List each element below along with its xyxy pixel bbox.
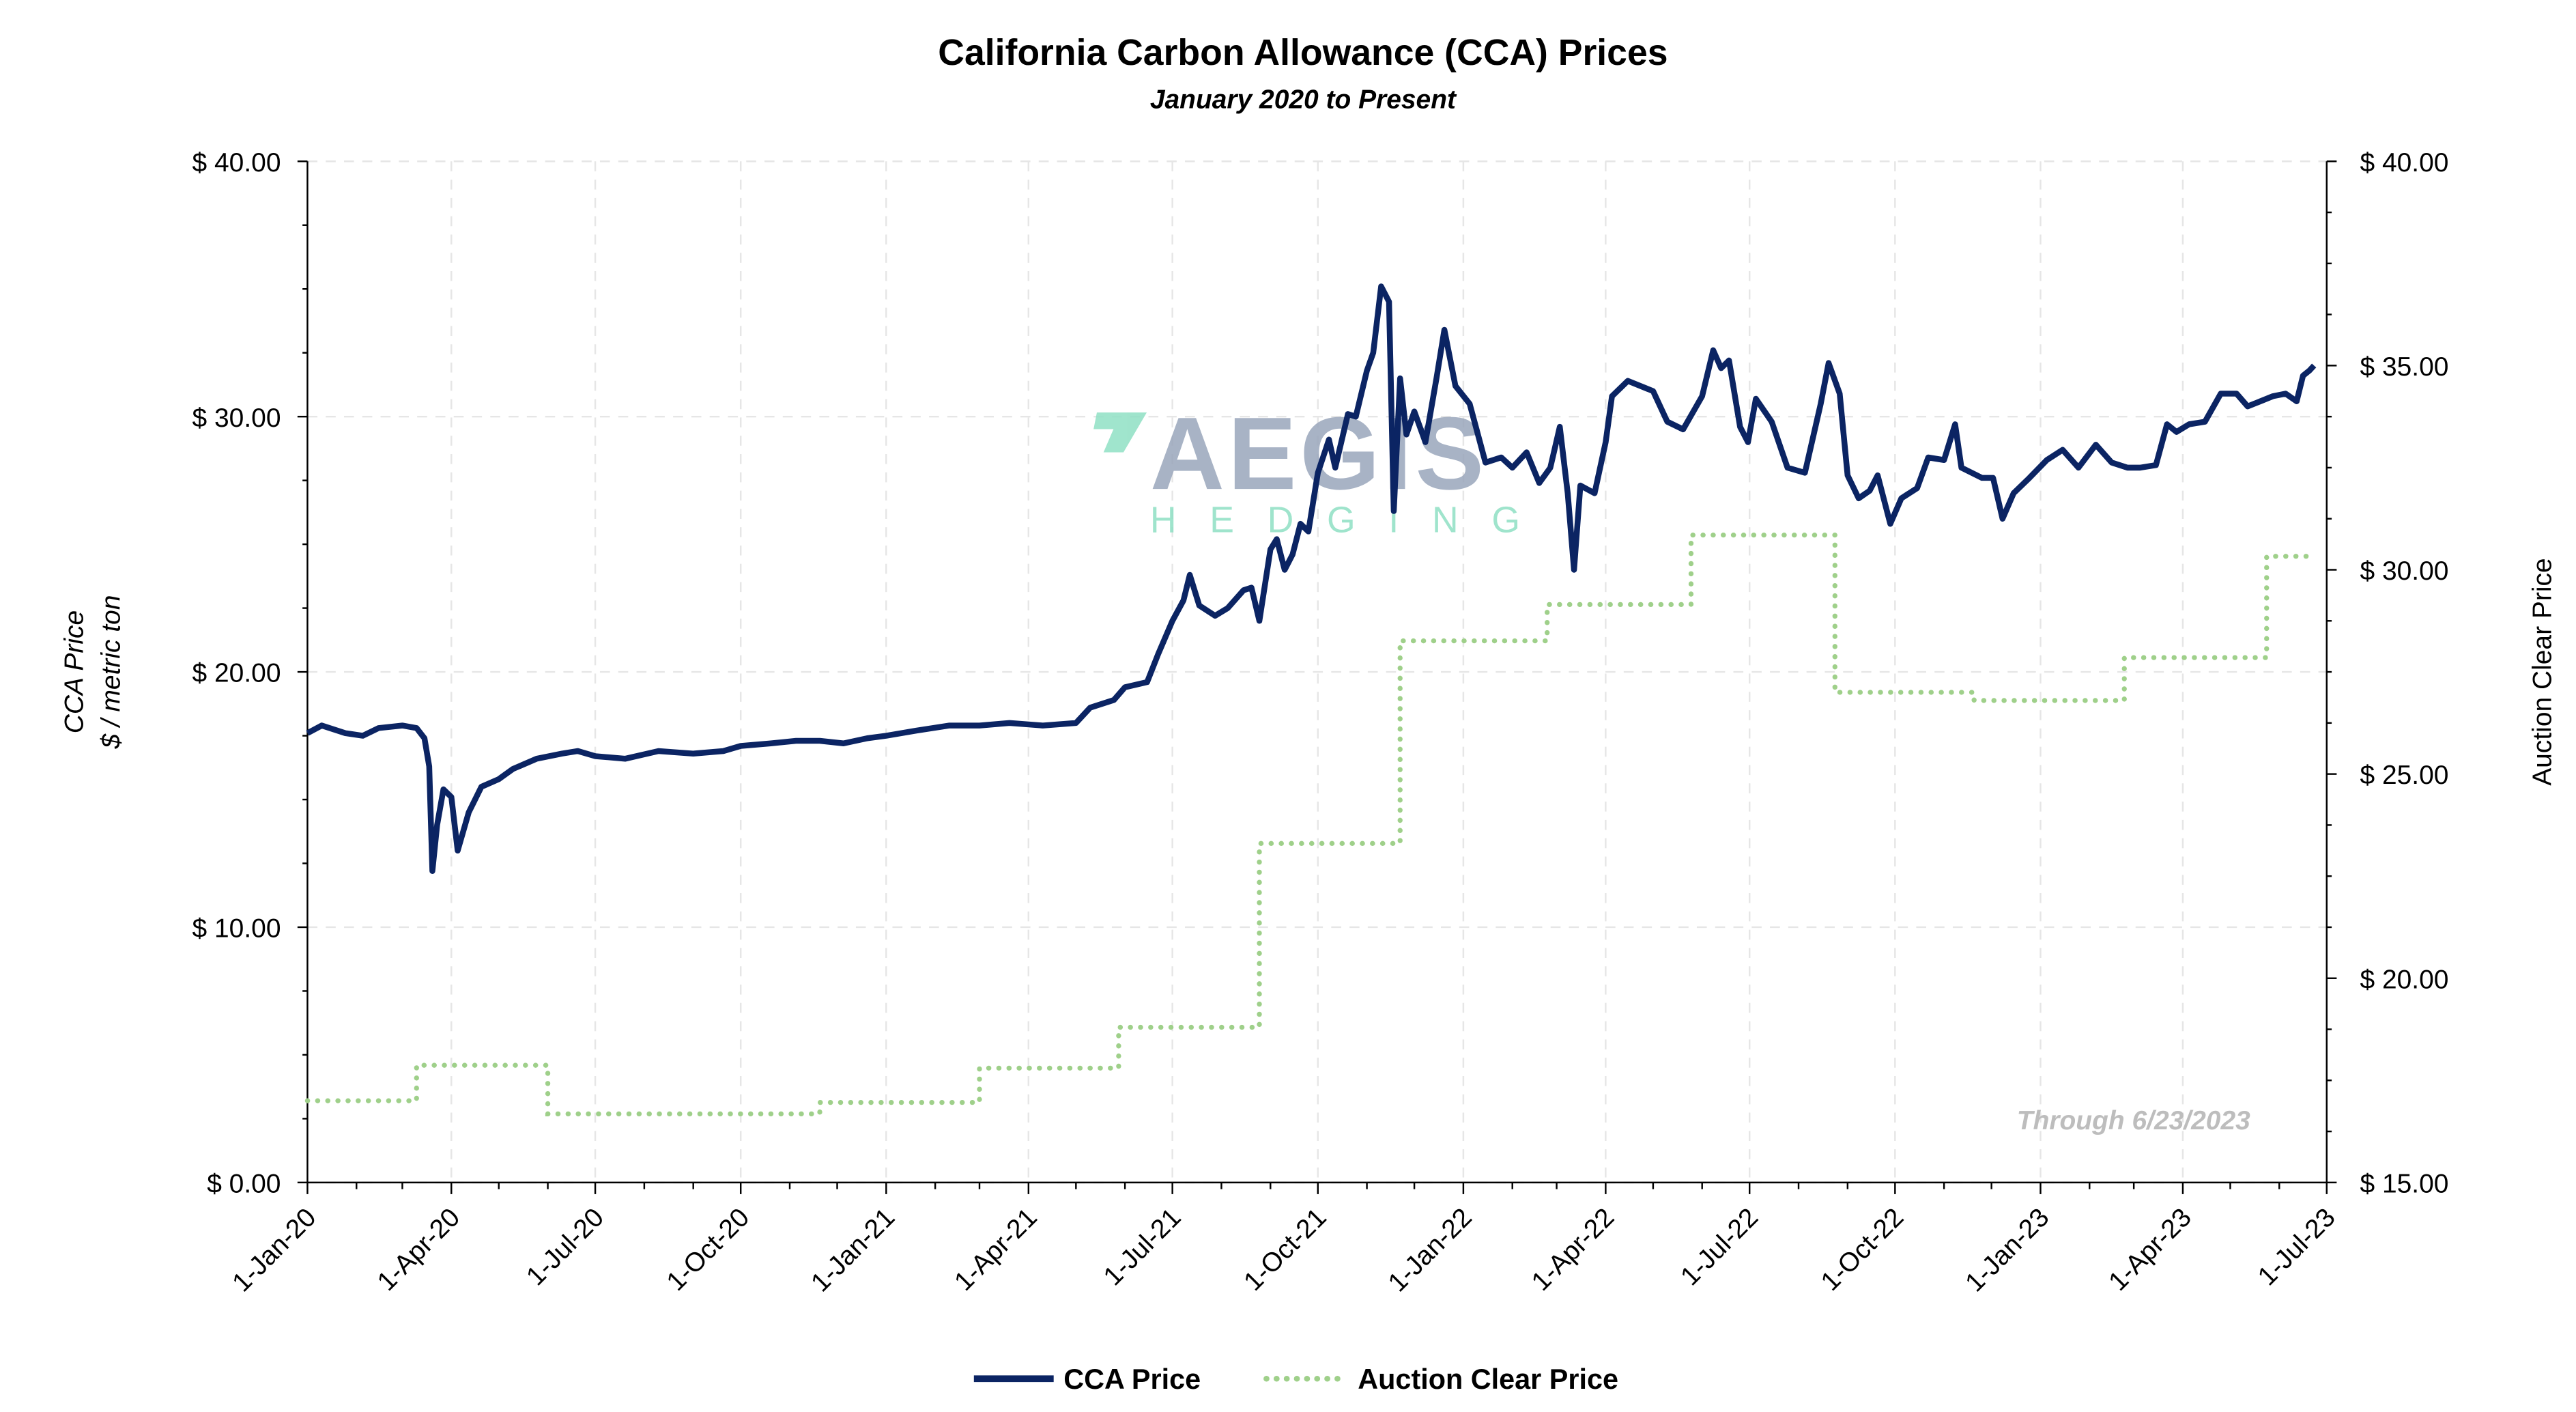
left-axis-label-line2: $ / metric ton [96, 595, 126, 749]
right-axis-tick-label: $ 30.00 [2360, 556, 2448, 586]
x-axis-tick-label: 1-Jul-23 [2252, 1202, 2341, 1291]
watermark-subtext: HEDGING [1150, 500, 1554, 540]
x-axis-tick-label: 1-Jan-22 [1383, 1202, 1478, 1297]
x-axis-tick-label: 1-Jan-23 [1960, 1202, 2055, 1297]
aegis-watermark-logo: AEGIS HEDGING [1093, 395, 1554, 540]
x-axis-tick-label: 1-Jul-20 [521, 1202, 610, 1291]
right-axis-tick-label: $ 20.00 [2360, 965, 2448, 994]
left-axis-tick-label: $ 0.00 [207, 1169, 281, 1198]
left-axis-label-line1: CCA Price [60, 610, 89, 733]
left-axis-tick-label: $ 10.00 [192, 914, 281, 944]
left-axis-tick-label: $ 30.00 [192, 404, 281, 433]
right-axis-tick-label: $ 35.00 [2360, 352, 2448, 382]
right-axis-tick-label: $ 15.00 [2360, 1169, 2448, 1198]
right-axis-tick-label: $ 25.00 [2360, 761, 2448, 790]
legend-label-cca-price: CCA Price [1063, 1364, 1201, 1395]
left-axis-tick-label: $ 20.00 [192, 659, 281, 688]
watermark-text: AEGIS [1150, 395, 1487, 511]
x-axis-tick-label: 1-Apr-20 [372, 1202, 466, 1297]
x-axis-tick-label: 1-Apr-22 [1526, 1202, 1620, 1297]
x-axis-tick-label: 1-Jan-21 [805, 1202, 900, 1297]
x-axis-tick-label: 1-Jul-22 [1675, 1202, 1764, 1291]
left-axis-label: CCA Price $ / metric ton [60, 595, 126, 749]
right-axis-label: Auction Clear Price [2528, 558, 2557, 785]
cca-price-line [306, 283, 2317, 874]
left-axis-tick-label: $ 40.00 [192, 148, 281, 178]
series-layer [304, 283, 2317, 1117]
right-axis-tick-label: $ 40.00 [2360, 148, 2448, 178]
x-axis-tick-label: 1-Apr-23 [2103, 1202, 2197, 1297]
x-axis-tick-label: 1-Apr-21 [949, 1202, 1043, 1297]
legend-item-auction-clear-price[interactable]: Auction Clear Price [1263, 1364, 1618, 1395]
watermark-accent-shape [1093, 412, 1147, 453]
x-axis-tick-label: 1-Oct-20 [661, 1202, 756, 1297]
chart-subtitle: January 2020 to Present [1150, 85, 1457, 114]
x-axis-tick-label: 1-Oct-22 [1816, 1202, 1910, 1297]
legend: CCA Price Auction Clear Price [973, 1364, 1618, 1395]
chart-title: California Carbon Allowance (CCA) Prices [938, 33, 1668, 73]
x-axis-tick-label: 1-Oct-21 [1238, 1202, 1332, 1297]
gridlines [307, 160, 2327, 1184]
x-axis-tick-label: 1-Jul-21 [1098, 1202, 1187, 1291]
through-date-annotation: Through 6/23/2023 [2017, 1106, 2250, 1135]
x-axis-tick-label: 1-Jan-20 [227, 1202, 321, 1297]
legend-label-auction-clear-price: Auction Clear Price [1358, 1364, 1618, 1395]
auction-clear-price-line [304, 533, 2317, 1117]
legend-item-cca-price[interactable]: CCA Price [973, 1364, 1201, 1395]
